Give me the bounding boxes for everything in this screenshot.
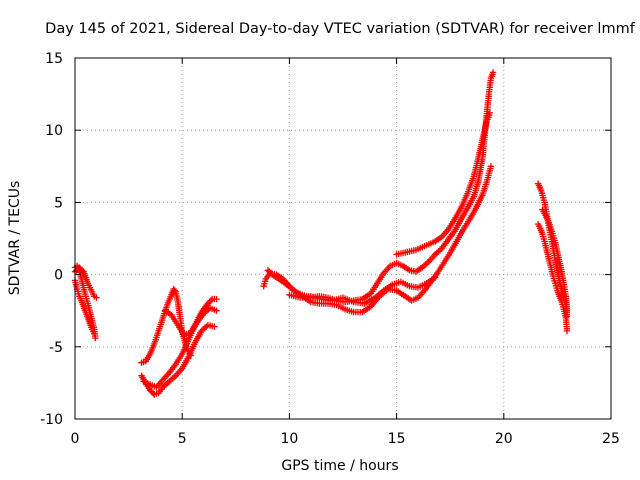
y-tick-label: 15 bbox=[45, 51, 63, 67]
x-tick-label: 25 bbox=[602, 431, 620, 447]
data-point bbox=[432, 274, 439, 281]
data-point bbox=[149, 389, 157, 397]
data-point bbox=[171, 287, 178, 294]
data-point bbox=[563, 327, 571, 335]
x-tick-label: 0 bbox=[71, 431, 80, 447]
grid bbox=[75, 58, 611, 419]
plot-frame bbox=[74, 57, 612, 420]
data-point bbox=[211, 323, 218, 330]
x-tick-label: 20 bbox=[495, 431, 513, 447]
data-point bbox=[92, 334, 99, 342]
data-point bbox=[264, 267, 272, 274]
y-tick-label: 5 bbox=[54, 195, 63, 211]
data-point bbox=[76, 264, 83, 271]
data-point bbox=[206, 298, 213, 306]
data-point bbox=[91, 330, 98, 337]
x-tick-label: 10 bbox=[280, 431, 298, 447]
data-point bbox=[487, 163, 495, 170]
data-point bbox=[93, 294, 100, 301]
x-axis-label: GPS time / hours bbox=[281, 458, 398, 474]
data-series bbox=[71, 69, 571, 398]
y-tick-label: 0 bbox=[54, 268, 63, 284]
chart-title: Day 145 of 2021, Sidereal Day-to-day VTE… bbox=[45, 21, 636, 37]
axis-ticks: 0 5 10 15 20 25 -10 -5 0 5 10 15 bbox=[40, 51, 620, 447]
y-tick-label: 10 bbox=[45, 123, 63, 139]
y-tick-label: -10 bbox=[40, 412, 63, 428]
y-tick-label: -5 bbox=[49, 340, 63, 356]
data-point bbox=[486, 109, 494, 117]
data-point bbox=[148, 388, 155, 395]
x-tick-label: 15 bbox=[388, 431, 406, 447]
data-point bbox=[207, 297, 214, 304]
y-axis-label: SDTVAR / TECUs bbox=[7, 181, 23, 296]
data-point bbox=[213, 307, 220, 314]
data-point bbox=[213, 295, 220, 303]
x-tick-label: 5 bbox=[178, 431, 187, 447]
data-point bbox=[489, 69, 497, 76]
data-point bbox=[563, 307, 571, 314]
